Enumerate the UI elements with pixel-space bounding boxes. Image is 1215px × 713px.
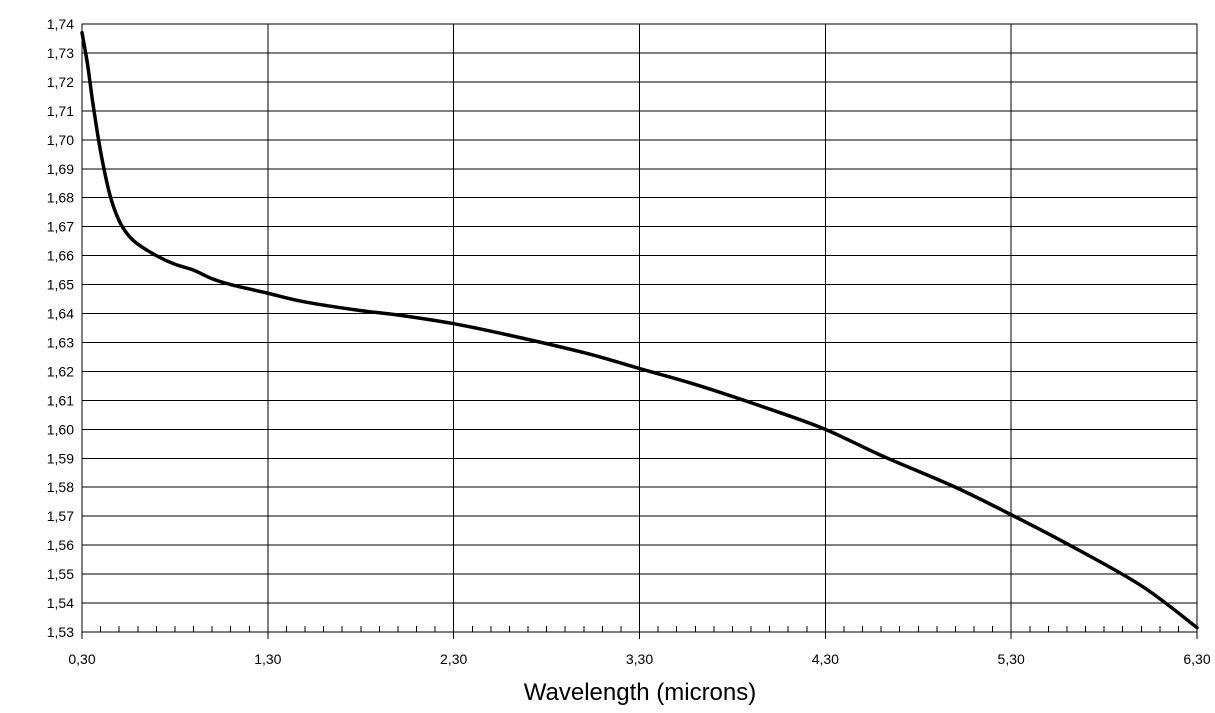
y-tick-label: 1,71 xyxy=(47,103,74,119)
y-tick-label: 1,70 xyxy=(47,132,74,148)
plot-frame xyxy=(81,23,1198,633)
x-tick-label: 6,30 xyxy=(1183,651,1210,667)
y-tick-label: 1,64 xyxy=(47,306,74,322)
x-tick-label: 4,30 xyxy=(812,651,839,667)
y-tick-label: 1,66 xyxy=(47,248,74,264)
x-tick-label: 0,30 xyxy=(68,651,95,667)
y-tick-label: 1,53 xyxy=(47,624,74,640)
y-tick-label: 1,56 xyxy=(47,537,74,553)
x-tick-label: 2,30 xyxy=(440,651,467,667)
series-line xyxy=(80,30,1199,630)
y-tick-label: 1,68 xyxy=(47,190,74,206)
y-tick-label: 1,55 xyxy=(47,566,74,582)
x-tick-label: 1,30 xyxy=(254,651,281,667)
x-tick-labels: 0,30 1,30 2,30 3,30 4,30 5,30 6,30 xyxy=(68,651,1210,667)
y-tick-label: 1,72 xyxy=(47,74,74,90)
x-tick-label: 3,30 xyxy=(626,651,653,667)
y-tick-labels: 1,53 1,54 1,55 1,56 1,57 1,58 1,59 1,60 1,61 1,62… xyxy=(47,16,74,640)
y-tick-label: 1,74 xyxy=(47,16,74,32)
y-tick-label: 1,58 xyxy=(47,479,74,495)
y-tick-label: 1,63 xyxy=(47,334,74,350)
y-tick-label: 1,69 xyxy=(47,161,74,177)
x-minor-ticks xyxy=(100,626,1179,632)
y-tick-label: 1,61 xyxy=(47,392,74,408)
y-tick-label: 1,62 xyxy=(47,363,74,379)
y-tick-label: 1,73 xyxy=(47,45,74,61)
x-tick-label: 5,30 xyxy=(998,651,1025,667)
y-tick-label: 1,54 xyxy=(47,595,74,611)
x-axis-label: Wavelength (microns) xyxy=(524,679,757,706)
y-tick-label: 1,60 xyxy=(47,421,74,437)
vertical-grid-lines xyxy=(81,24,1198,639)
y-tick-label: 1,67 xyxy=(47,219,74,235)
y-tick-label: 1,65 xyxy=(47,277,74,293)
y-tick-label: 1,59 xyxy=(47,450,74,466)
y-tick-label: 1,57 xyxy=(47,508,74,524)
